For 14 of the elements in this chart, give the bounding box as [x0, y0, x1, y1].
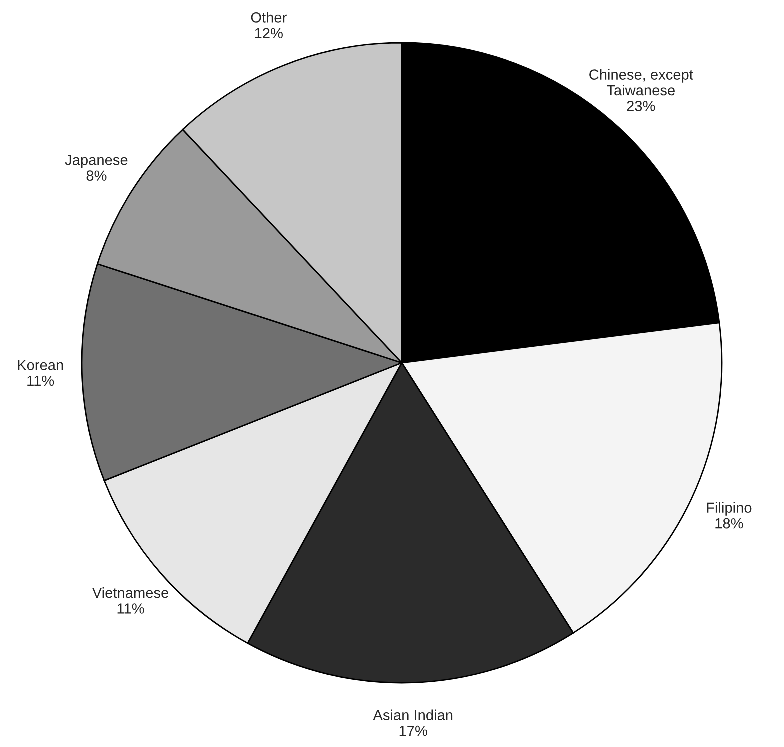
slice-label: Japanese: [65, 155, 128, 168]
slice-label: Vietnamese: [92, 587, 168, 598]
data-label: 12%: [255, 28, 283, 39]
data-label: 11%: [118, 604, 144, 614]
data-label: 23%: [627, 101, 656, 112]
slice-label: Korean: [18, 360, 64, 370]
data-label: 17%: [400, 726, 428, 736]
data-label: 11%: [28, 376, 54, 386]
slice-label: Asian Indian: [373, 710, 453, 720]
data-label: 18%: [716, 518, 744, 529]
slice-label: Chinese, except Taiwanese: [590, 69, 694, 96]
slice-label: Other: [251, 12, 287, 23]
data-label: 8%: [86, 170, 107, 182]
slice-label: Filipino: [707, 502, 752, 516]
